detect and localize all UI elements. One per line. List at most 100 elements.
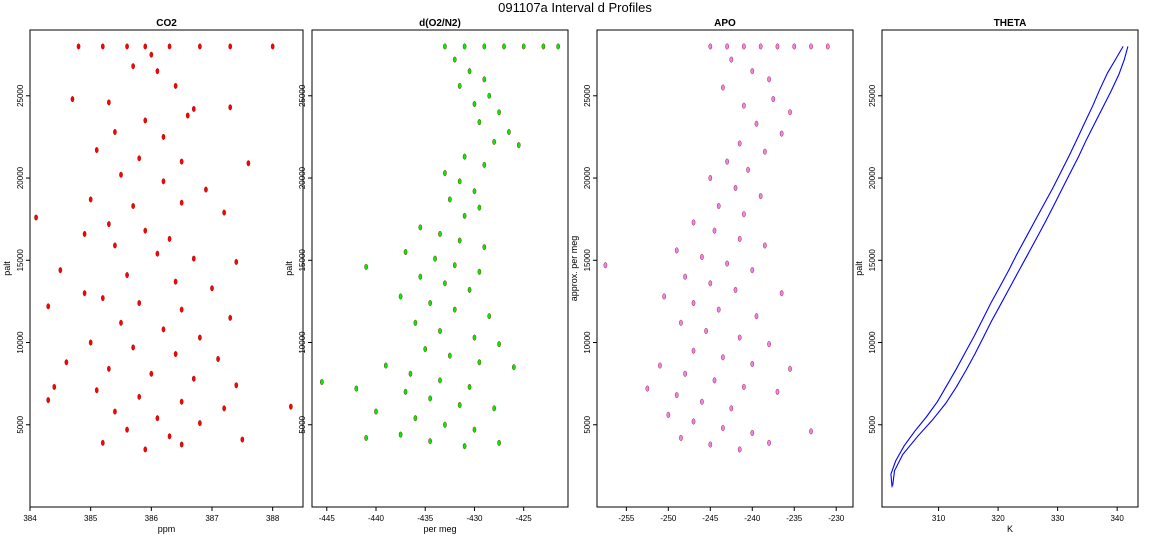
data-point	[462, 43, 467, 50]
figure-title: 091107a Interval d Profiles	[498, 0, 652, 15]
data-point	[725, 158, 729, 165]
chart-panel-2: d(O2/N2) -445 -440 -435 -430 -425 5000 10000 150…	[284, 18, 569, 534]
data-point	[477, 359, 482, 366]
data-point	[234, 382, 239, 389]
data-point	[742, 211, 746, 218]
data-point	[198, 420, 202, 427]
data-point	[691, 418, 696, 425]
data-point	[155, 415, 160, 422]
data-point	[107, 221, 111, 228]
data-point	[472, 426, 477, 433]
data-point	[721, 84, 725, 91]
y-axis-label: palt	[854, 261, 864, 276]
data-point	[173, 82, 178, 89]
data-point	[46, 303, 51, 310]
data-point	[467, 286, 472, 293]
data-point	[240, 436, 245, 443]
data-point	[438, 328, 442, 335]
data-point	[467, 68, 472, 75]
data-point	[58, 267, 63, 274]
data-point	[70, 96, 75, 103]
data-point	[792, 43, 797, 50]
data-point	[246, 160, 251, 167]
data-point	[708, 280, 713, 287]
data-point	[691, 300, 696, 307]
data-point	[88, 196, 93, 203]
x-tick-label: 320	[991, 514, 1005, 523]
data-point	[228, 43, 232, 50]
data-point	[457, 178, 462, 185]
data-point	[161, 178, 166, 185]
data-point	[125, 272, 129, 279]
data-point	[198, 43, 202, 50]
y-tick-label: 20000	[16, 166, 25, 189]
plot-frame	[596, 29, 854, 508]
y-tick-label: 5000	[868, 415, 877, 433]
data-point	[403, 249, 408, 256]
chart-title: THETA	[994, 18, 1027, 29]
data-point	[750, 429, 755, 436]
x-tick-label: 386	[145, 514, 159, 523]
data-point	[482, 43, 487, 50]
data-point	[775, 388, 780, 395]
data-point	[512, 364, 516, 371]
data-point	[708, 175, 713, 182]
data-point	[502, 43, 506, 50]
data-point	[143, 117, 148, 124]
data-point	[492, 138, 496, 145]
data-point	[179, 158, 184, 165]
data-point	[754, 313, 759, 320]
data-point	[712, 377, 717, 384]
data-point	[472, 101, 477, 108]
data-point	[94, 147, 99, 154]
x-tick-label: -235	[786, 514, 803, 523]
data-point	[492, 405, 496, 412]
data-point	[826, 43, 830, 50]
chart-title: APO	[714, 18, 736, 29]
data-point	[228, 104, 232, 111]
data-point	[364, 434, 368, 441]
data-point	[725, 43, 729, 50]
data-point	[683, 273, 687, 280]
data-point	[191, 375, 196, 382]
y-tick-label: 10000	[16, 331, 25, 354]
data-point	[216, 355, 220, 362]
data-point	[457, 402, 462, 409]
data-point	[725, 260, 729, 267]
data-point	[179, 441, 184, 448]
data-point	[354, 385, 359, 392]
data-point	[125, 426, 129, 433]
data-point	[767, 76, 771, 83]
data-point	[270, 43, 275, 50]
data-point	[101, 439, 105, 446]
data-point	[771, 96, 776, 103]
data-point	[462, 212, 467, 219]
data-point	[443, 280, 447, 287]
data-point	[191, 255, 196, 262]
y-tick-label: 20000	[583, 166, 592, 189]
y-axis-label: approx. per meg	[569, 236, 579, 302]
data-point	[497, 109, 501, 116]
data-point	[204, 186, 208, 193]
data-point	[448, 352, 452, 359]
data-point	[131, 344, 135, 351]
data-point	[438, 377, 442, 384]
data-point	[729, 56, 734, 63]
data-point	[700, 398, 704, 405]
y-tick-label: 15000	[868, 249, 877, 272]
y-tick-label: 15000	[16, 249, 25, 272]
data-point	[161, 326, 166, 333]
data-point	[733, 184, 738, 191]
data-point	[82, 230, 87, 237]
x-tick-label: -230	[828, 514, 845, 523]
data-point	[742, 43, 746, 50]
data-point	[472, 188, 477, 195]
data-point	[113, 408, 117, 415]
data-point	[556, 43, 560, 50]
x-tick-label: -440	[368, 514, 385, 523]
y-tick-label: 20000	[868, 166, 877, 189]
series-line-1	[890, 46, 1124, 488]
data-point	[457, 237, 462, 244]
y-tick-label: 10000	[583, 331, 592, 354]
data-point	[34, 214, 38, 221]
